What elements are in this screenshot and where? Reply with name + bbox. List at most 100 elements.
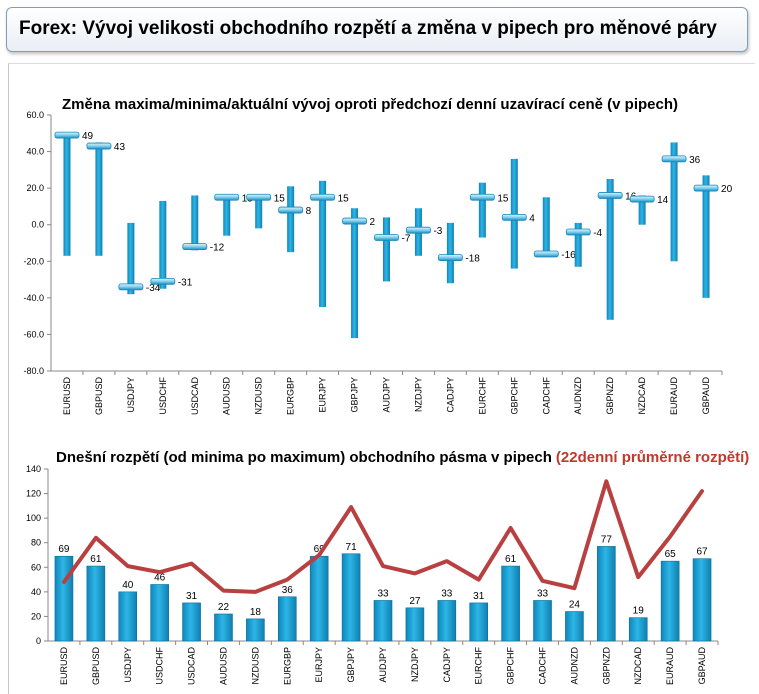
chart1-category-label: CADCHF	[541, 376, 551, 414]
chart2-value-label: 46	[154, 572, 166, 583]
chart1-value-label: 2	[370, 217, 376, 228]
page-title: Forex: Vývoj velikosti obchodního rozpět…	[19, 18, 717, 39]
chart2-y-tick-label: 20	[31, 611, 41, 621]
chart1-value-label: -12	[210, 243, 225, 254]
chart2-value-label: 71	[346, 542, 358, 553]
chart1-value-label: -34	[146, 283, 161, 294]
chart1-category-label: CADJPY	[445, 377, 455, 413]
chart1-current-marker	[150, 277, 176, 285]
chart2-bar	[214, 613, 233, 642]
chart2-title-highlight: (22denní průměrné rozpětí)	[556, 449, 749, 466]
chart1-current-marker	[661, 155, 687, 163]
chart2-category-label: CADJPY	[442, 647, 452, 683]
chart1-category-label: GBPUSD	[94, 377, 104, 416]
chart1-value-label: 43	[114, 142, 126, 153]
chart1-value-label: 49	[82, 131, 94, 142]
chart1-y-tick-label: -20.0	[23, 256, 44, 266]
chart2-bar	[373, 600, 393, 642]
chart1-range-bar	[127, 222, 135, 295]
chart1-y-tick-label: -40.0	[23, 293, 44, 303]
chart1-current-marker	[214, 193, 240, 201]
chart1-category-label: EURUSD	[62, 377, 72, 416]
chart1-current-marker	[118, 283, 144, 291]
chart1-category-label: GBPCHF	[509, 377, 519, 415]
chart2-category-label: AUDUSD	[218, 647, 228, 686]
chart2-bar	[309, 555, 329, 642]
chart2-bar	[246, 618, 265, 642]
chart2-bar	[692, 558, 712, 642]
chart1-category-label: GBPAUD	[701, 377, 711, 415]
chart1-current-marker	[54, 131, 80, 139]
chart1-range-bar	[319, 180, 327, 307]
chart2-y-tick-label: 40	[31, 587, 41, 597]
chart1-category-label: EURAUD	[669, 377, 679, 416]
chart1-current-marker	[438, 254, 463, 262]
chart1-value-label: 14	[657, 195, 669, 206]
chart1-y-tick-label: 20.0	[26, 183, 44, 193]
chart2-bar	[118, 591, 138, 642]
chart2-y-tick-label: 140	[26, 464, 41, 474]
chart1-range-bar	[287, 186, 295, 253]
chart2-y-tick-label: 120	[26, 489, 41, 499]
chart1-range-bar	[574, 222, 582, 267]
chart1-range-bar	[702, 175, 710, 298]
chart2-bar	[533, 600, 552, 642]
chart1-current-marker	[565, 228, 591, 236]
chart2-title: Dnešní rozpětí (od minima po maximum) ob…	[56, 449, 749, 466]
chart1-category-label: USDCAD	[190, 377, 200, 416]
chart1-current-marker	[693, 184, 719, 192]
chart1-value-label: 15	[497, 193, 509, 204]
chart2-value-label: 33	[441, 588, 453, 599]
chart1-category-label: EURGBP	[286, 377, 296, 415]
chart1-value-label: 4	[529, 213, 535, 224]
chart1-y-tick-label: 0.0	[31, 220, 44, 230]
chart2-category-label: CADCHF	[538, 646, 548, 684]
chart1-value-label: -31	[178, 277, 193, 288]
chart2-category-label: GBPJPY	[346, 647, 356, 683]
chart1-y-tick-label: -80.0	[23, 366, 44, 376]
chart2-category-label: EURUSD	[59, 647, 69, 686]
chart1-value-label: 36	[689, 155, 701, 166]
chart2-bar	[405, 607, 425, 642]
chart1-current-marker	[597, 192, 623, 199]
chart2-bar	[660, 560, 680, 642]
chart1-current-marker	[533, 250, 559, 258]
chart1-y-tick-label: 60.0	[26, 110, 44, 120]
chart1-category-label: GBPNZD	[605, 377, 615, 415]
chart2-category-label: GBPCHF	[506, 647, 516, 685]
chart1-category-label: EURCHF	[477, 376, 487, 414]
chart1-range-bar	[223, 195, 231, 236]
chart2-y-tick-label: 0	[36, 636, 41, 646]
chart2-value-label: 33	[377, 588, 389, 599]
chart2-bar	[54, 555, 74, 642]
chart1-value-label: -7	[402, 234, 411, 245]
chart2-value-label: 22	[218, 602, 230, 613]
chart1-value-label: -3	[433, 226, 442, 237]
chart1-title: Změna maxima/minima/aktuální vývoj oprot…	[62, 96, 678, 113]
chart1-category-label: NZDJPY	[413, 377, 423, 412]
chart1-range-bar	[63, 133, 71, 256]
chart1-value-label: -16	[561, 250, 576, 261]
chart2-bar	[182, 602, 201, 642]
chart1-category-label: AUDNZD	[573, 377, 583, 415]
chart1-range-bar	[191, 195, 199, 251]
chart2-bar	[277, 596, 297, 642]
chart1-value-label: 8	[306, 206, 312, 217]
chart1-value-label: -18	[465, 254, 480, 265]
chart2-category-label: USDCHF	[155, 646, 165, 684]
chart1-value-label: -4	[593, 228, 602, 239]
chart2-value-label: 40	[122, 580, 134, 591]
chart2-bar	[150, 584, 169, 642]
chart1-range-bar	[159, 200, 167, 289]
chart2-value-label: 65	[665, 549, 677, 560]
chart1-current-marker	[342, 217, 367, 225]
chart2-value-label: 27	[409, 596, 421, 607]
chart1-range-bar	[670, 142, 678, 262]
chart1-range-bar	[446, 222, 454, 284]
chart2-value-label: 61	[505, 554, 517, 565]
chart2-value-label: 69	[314, 544, 326, 555]
chart2-category-label: EURGBP	[282, 647, 292, 685]
chart1-category-label: USDJPY	[126, 377, 136, 413]
chart1-range-bar	[351, 208, 359, 339]
chart2-category-label: USDCAD	[187, 647, 197, 686]
